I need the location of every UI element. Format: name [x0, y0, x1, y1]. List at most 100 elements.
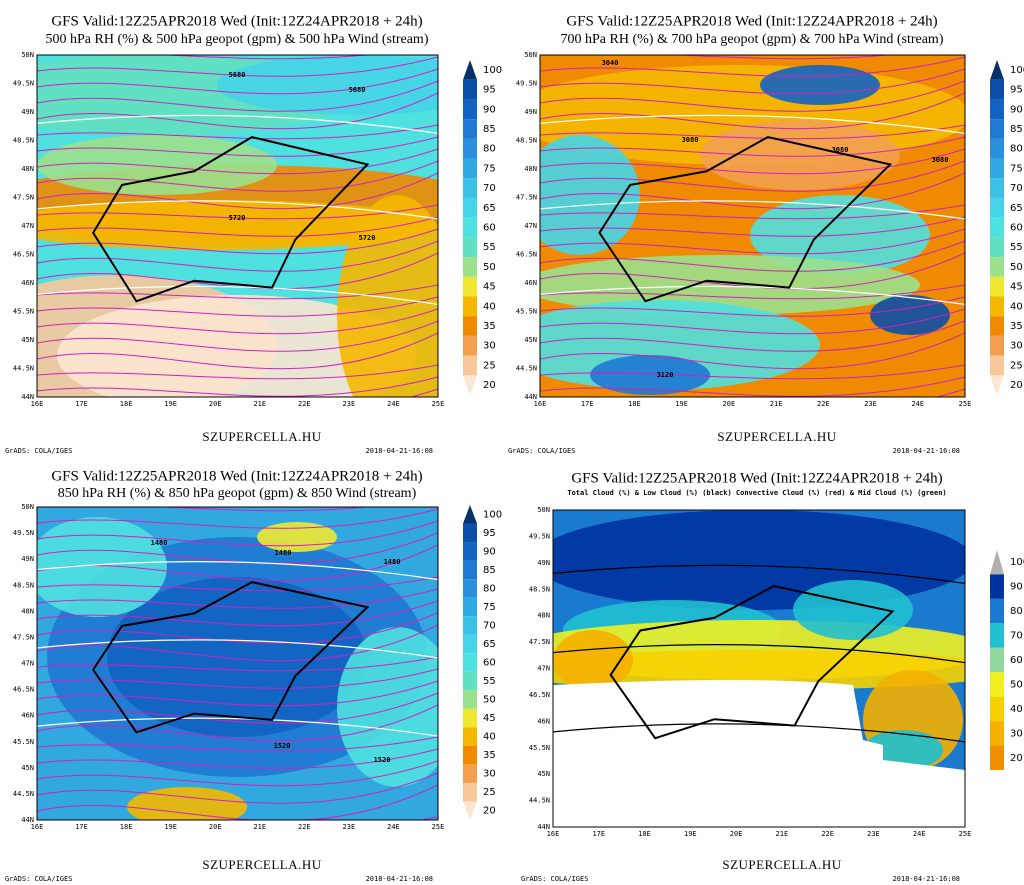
colorbar-segment	[463, 727, 477, 746]
contour	[553, 644, 965, 664]
country-border	[609, 585, 895, 740]
colorbar-label: 75	[483, 602, 496, 613]
streamline	[540, 80, 965, 112]
map-frame	[36, 506, 439, 821]
lat-label: 44N	[537, 823, 550, 831]
colorbar-label: 45	[1010, 282, 1023, 293]
colorbar-segment	[990, 696, 1004, 722]
colorbar-segment	[990, 178, 1004, 198]
lon-label: 21E	[770, 400, 783, 408]
contour	[540, 200, 965, 220]
lat-label: 50N	[21, 51, 34, 59]
lat-label: 48N	[21, 607, 34, 615]
streamline	[540, 376, 965, 397]
map	[37, 55, 438, 397]
contour	[37, 285, 438, 305]
colorbar-label: 25	[483, 787, 496, 798]
colorbar-label: 30	[1010, 341, 1023, 352]
lon-label: 24E	[913, 830, 926, 838]
colorbar-label: 50	[1010, 679, 1023, 690]
lon-label: 25E	[432, 400, 445, 408]
colorbar-label: 25	[483, 360, 496, 371]
lon-label: 20E	[730, 830, 743, 838]
field-blob	[553, 510, 965, 610]
colorbar-segment	[463, 634, 477, 654]
field-blob	[590, 355, 710, 395]
streamline	[37, 284, 438, 300]
colorbar-label: 70	[1010, 631, 1023, 642]
colorbar-label: 55	[483, 242, 496, 253]
field-blob	[57, 295, 417, 397]
streamline	[37, 252, 438, 290]
colorbar-segment	[990, 197, 1004, 218]
field-blob	[540, 135, 640, 255]
colorbar-label: 20	[1010, 380, 1023, 391]
colorbar-segment	[990, 217, 1004, 238]
colorbar-segment	[463, 79, 477, 100]
lon-label: 20E	[209, 400, 222, 408]
field-blob	[217, 55, 438, 115]
contour	[37, 717, 438, 737]
colorbar-label: 95	[1010, 85, 1023, 96]
timestamp: 2018-04-21-16:08	[366, 447, 433, 455]
colorbar-label: 30	[483, 341, 496, 352]
map	[553, 510, 965, 827]
panel-title: GFS Valid:12Z25APR2018 Wed (Init:12Z24AP…	[571, 470, 942, 486]
streamline	[37, 55, 372, 60]
streamline	[540, 68, 965, 95]
lat-label: 48N	[524, 165, 537, 173]
streamline	[540, 240, 965, 272]
lon-label: 20E	[723, 400, 736, 408]
lon-label: 19E	[675, 400, 688, 408]
streamline	[37, 458, 438, 461]
lon-label: 21E	[253, 400, 266, 408]
lat-label: 50N	[524, 51, 537, 59]
contour-label: 1520	[374, 756, 391, 764]
lon-label: 16E	[31, 400, 44, 408]
contour	[37, 200, 438, 220]
lat-label: 47.5N	[529, 638, 550, 646]
streamline	[37, 748, 438, 769]
colorbar-label: 20	[483, 806, 496, 817]
colorbar-label: 70	[483, 620, 496, 631]
colorbar-label: 85	[1010, 124, 1023, 135]
site-name: SZUPERCELLA.HU	[202, 857, 321, 872]
lon-label: 22E	[298, 823, 311, 831]
streamline	[37, 532, 438, 564]
lat-label: 47N	[524, 222, 537, 230]
colorbar-label: 95	[483, 85, 496, 96]
lat-label: 45N	[537, 770, 550, 778]
streamline	[37, 332, 438, 370]
streamline	[37, 172, 438, 210]
contour-label: 5680	[229, 71, 246, 79]
colorbar-segment	[463, 296, 477, 317]
lat-label: 46N	[21, 279, 34, 287]
field-blob	[553, 630, 633, 690]
timestamp: 2018-04-21-16:08	[893, 875, 960, 883]
lat-label: 46.5N	[516, 251, 537, 259]
colorbar-segment	[463, 690, 477, 709]
credit: GrADS: COLA/IGES	[5, 447, 72, 455]
streamline	[540, 296, 965, 317]
field-blob	[793, 580, 913, 640]
colorbar-label: 35	[1010, 321, 1023, 332]
streamline	[540, 160, 965, 192]
lon-label: 19E	[684, 830, 697, 838]
lat-label: 48.5N	[13, 581, 34, 589]
lon-label: 17E	[75, 823, 88, 831]
lat-label: 47N	[21, 660, 34, 668]
streamline	[540, 284, 965, 300]
lon-label: 18E	[120, 400, 133, 408]
field-blob	[553, 650, 965, 690]
map-frame	[539, 54, 966, 398]
country-border	[598, 136, 893, 303]
streamline	[540, 308, 965, 335]
contour	[553, 564, 965, 584]
colorbar-label: 35	[483, 321, 496, 332]
streamline	[37, 68, 438, 95]
colorbar-label: 90	[1010, 104, 1023, 115]
field-blob	[37, 517, 167, 617]
streamline	[540, 6, 965, 9]
lon-label: 16E	[534, 400, 547, 408]
